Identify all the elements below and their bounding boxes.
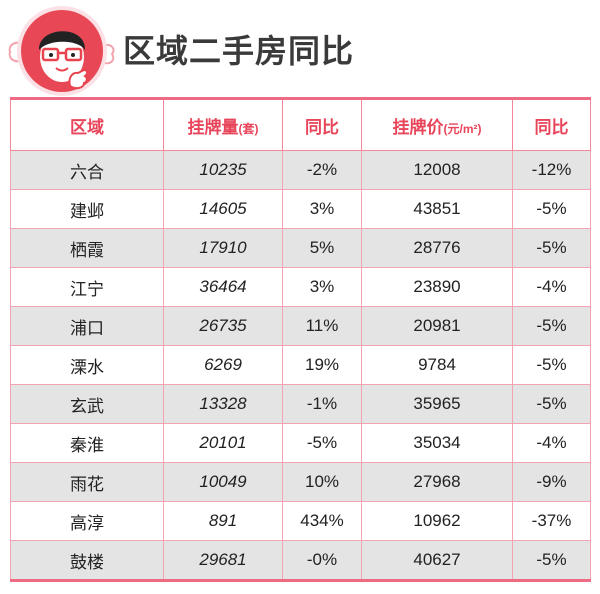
table-row: 浦口 26735 11% 20981 -5%: [10, 306, 591, 346]
cell-district: 建邺: [10, 189, 164, 229]
cell-price-yoy: -5%: [512, 345, 591, 385]
mascot-logo-icon: [8, 6, 115, 96]
cell-listings-yoy: 434%: [282, 501, 362, 541]
cell-listings-yoy: -0%: [282, 540, 362, 582]
header-price-yoy: 同比: [512, 97, 591, 151]
cell-listings-yoy: 10%: [282, 462, 362, 502]
cell-price-yoy: -5%: [512, 540, 591, 582]
header-listings-yoy: 同比: [282, 97, 362, 151]
cell-listings: 891: [163, 501, 283, 541]
table-row: 溧水 6269 19% 9784 -5%: [10, 345, 591, 385]
cell-price-yoy: -5%: [512, 384, 591, 424]
page-title: 区域二手房同比: [123, 32, 355, 70]
cell-price-yoy: -4%: [512, 267, 591, 307]
cell-district: 浦口: [10, 306, 164, 346]
cell-district: 溧水: [10, 345, 164, 385]
table-row: 高淳 891 434% 10962 -37%: [10, 501, 591, 541]
district-comparison-table: 区域 挂牌量(套) 同比 挂牌价(元/m²) 同比 六合 10235 -2% 1…: [10, 97, 591, 582]
table-row: 栖霞 17910 5% 28776 -5%: [10, 228, 591, 268]
cell-listings: 36464: [163, 267, 283, 307]
cell-listings-yoy: 3%: [282, 267, 362, 307]
cell-district: 鼓楼: [10, 540, 164, 582]
cell-listings: 10235: [163, 150, 283, 190]
cell-listings: 14605: [163, 189, 283, 229]
cell-district: 秦淮: [10, 423, 164, 463]
cell-price-yoy: -5%: [512, 228, 591, 268]
table-header-row: 区域 挂牌量(套) 同比 挂牌价(元/m²) 同比: [10, 97, 591, 151]
table-row: 鼓楼 29681 -0% 40627 -5%: [10, 540, 591, 582]
cell-price: 10962: [361, 501, 513, 541]
cell-price: 27968: [361, 462, 513, 502]
cell-listings-yoy: 5%: [282, 228, 362, 268]
cell-price: 35034: [361, 423, 513, 463]
cell-district: 六合: [10, 150, 164, 190]
cell-price: 35965: [361, 384, 513, 424]
cell-price: 12008: [361, 150, 513, 190]
table-row: 六合 10235 -2% 12008 -12%: [10, 150, 591, 190]
cell-price: 9784: [361, 345, 513, 385]
header-district: 区域: [10, 97, 164, 151]
cell-price: 43851: [361, 189, 513, 229]
cell-listings: 6269: [163, 345, 283, 385]
cell-listings: 13328: [163, 384, 283, 424]
cell-price-yoy: -5%: [512, 306, 591, 346]
cell-price-yoy: -9%: [512, 462, 591, 502]
cell-listings: 10049: [163, 462, 283, 502]
cell-listings: 17910: [163, 228, 283, 268]
cell-listings: 20101: [163, 423, 283, 463]
table-row: 雨花 10049 10% 27968 -9%: [10, 462, 591, 502]
table-row: 建邺 14605 3% 43851 -5%: [10, 189, 591, 229]
cell-listings-yoy: -5%: [282, 423, 362, 463]
hand-shape: [68, 68, 89, 90]
cell-price: 23890: [361, 267, 513, 307]
cell-price-yoy: -4%: [512, 423, 591, 463]
cell-district: 高淳: [10, 501, 164, 541]
table-row: 秦淮 20101 -5% 35034 -4%: [10, 423, 591, 463]
cell-listings-yoy: -2%: [282, 150, 362, 190]
table-row: 江宁 36464 3% 23890 -4%: [10, 267, 591, 307]
cell-district: 栖霞: [10, 228, 164, 268]
cell-district: 江宁: [10, 267, 164, 307]
cell-price: 20981: [361, 306, 513, 346]
cell-listings: 26735: [163, 306, 283, 346]
cell-price-yoy: -37%: [512, 501, 591, 541]
cell-price: 28776: [361, 228, 513, 268]
cell-price: 40627: [361, 540, 513, 582]
cell-listings-yoy: 11%: [282, 306, 362, 346]
table-row: 玄武 13328 -1% 35965 -5%: [10, 384, 591, 424]
cell-district: 雨花: [10, 462, 164, 502]
cell-listings-yoy: 3%: [282, 189, 362, 229]
cell-listings-yoy: 19%: [282, 345, 362, 385]
header-listings: 挂牌量(套): [163, 97, 283, 151]
cell-listings: 29681: [163, 540, 283, 582]
cell-district: 玄武: [10, 384, 164, 424]
cell-price-yoy: -5%: [512, 189, 591, 229]
cell-listings-yoy: -1%: [282, 384, 362, 424]
header-price: 挂牌价(元/m²): [361, 97, 513, 151]
cell-price-yoy: -12%: [512, 150, 591, 190]
